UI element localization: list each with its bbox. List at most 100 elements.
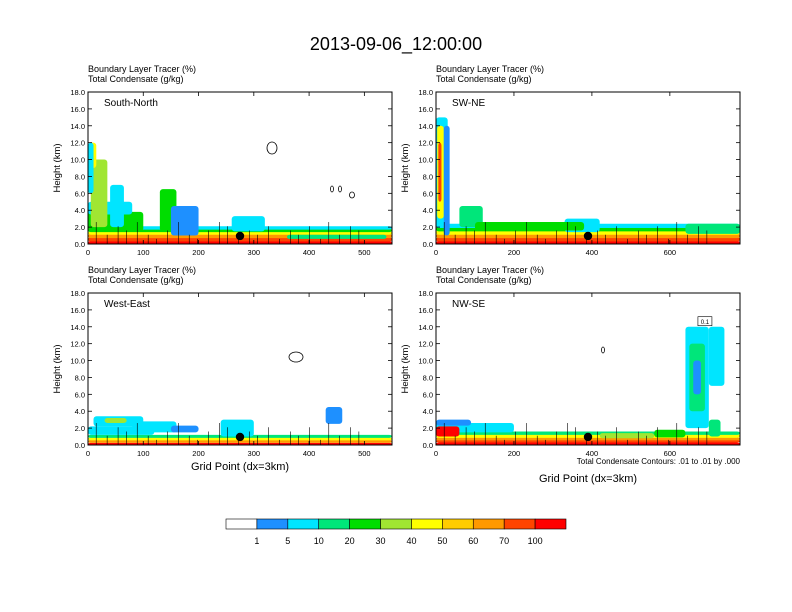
panel-subtitle-line2: Total Condensate (g/kg) — [88, 275, 184, 285]
y-axis-label: Height (km) — [400, 344, 411, 393]
colorbar-label: 5 — [285, 536, 290, 546]
y-tick-label: 4.0 — [75, 407, 85, 416]
y-tick-label: 6.0 — [75, 189, 85, 198]
colorbar-swatch — [318, 518, 350, 530]
field-area — [599, 433, 655, 439]
panel-label: NW-SE — [452, 299, 485, 310]
colorbar-swatch — [503, 518, 536, 530]
contour-outline — [338, 185, 342, 193]
x-tick-label: 0 — [434, 449, 438, 458]
y-tick-label: 16.0 — [418, 105, 433, 114]
colorbar-label: 20 — [345, 536, 355, 546]
field-area — [170, 425, 199, 433]
x-tick-label: 400 — [303, 449, 316, 458]
y-axis-label: Height (km) — [400, 143, 411, 192]
field-area — [88, 439, 392, 443]
y-tick-label: 14.0 — [418, 122, 433, 131]
field-shading — [88, 142, 392, 244]
plot-frame — [435, 292, 741, 446]
x-axis-label-right: Grid Point (dx=3km) — [539, 473, 637, 485]
field-area — [110, 184, 124, 228]
y-axis-label: Height (km) — [52, 143, 63, 192]
x-tick-label: 0 — [86, 449, 90, 458]
y-tick-label: 18.0 — [70, 289, 85, 298]
figure-title: 2013-09-06_12:00:00 — [310, 34, 482, 55]
field-area — [436, 442, 740, 445]
field-area — [104, 417, 127, 424]
x-tick-label: 0 — [86, 248, 90, 257]
annotation-box — [697, 316, 713, 327]
panel-label: SW-NE — [452, 98, 485, 109]
field-area — [170, 206, 199, 236]
colorbar-swatch — [287, 518, 320, 530]
colorbar-label: 60 — [468, 536, 478, 546]
x-tick-label: 500 — [358, 449, 371, 458]
y-tick-label: 12.0 — [70, 139, 85, 148]
field-area — [90, 159, 108, 228]
site-marker — [583, 231, 593, 241]
panel-subtitle-line1: Boundary Layer Tracer (%) — [88, 64, 196, 74]
y-tick-label: 8.0 — [75, 373, 85, 382]
field-area — [286, 234, 387, 239]
field-shading — [436, 326, 740, 445]
colorbar-swatch — [256, 518, 289, 530]
y-axis-label: Height (km) — [52, 344, 63, 393]
contour-note: Total Condensate Contours: .01 to .01 by… — [577, 457, 741, 466]
y-tick-label: 0.0 — [423, 240, 433, 249]
field-area — [220, 419, 254, 437]
panel-subtitle-line2: Total Condensate (g/kg) — [436, 74, 532, 84]
y-tick-label: 14.0 — [418, 323, 433, 332]
site-marker — [583, 432, 593, 442]
panel-west-east: Boundary Layer Tracer (%)Total Condensat… — [52, 265, 393, 458]
y-tick-label: 6.0 — [75, 390, 85, 399]
y-tick-label: 18.0 — [70, 88, 85, 97]
field-area — [436, 439, 740, 443]
colorbar: 1 5 10 20 30 40 50 60 70 100 — [225, 518, 567, 546]
y-tick-label: 6.0 — [423, 390, 433, 399]
x-tick-label: 300 — [248, 248, 261, 257]
colorbar-swatch — [472, 518, 505, 530]
y-tick-label: 12.0 — [70, 340, 85, 349]
contour-outline — [601, 346, 605, 354]
y-tick-label: 2.0 — [75, 223, 85, 232]
colorbar-swatch — [534, 518, 567, 530]
colorbar-label: 10 — [314, 536, 324, 546]
x-tick-label: 100 — [137, 248, 150, 257]
x-tick-label: 500 — [358, 248, 371, 257]
annotation-label: 0.1 — [701, 320, 710, 326]
colorbar-swatch — [442, 518, 474, 530]
plot-frame — [435, 91, 741, 245]
y-tick-label: 12.0 — [418, 139, 433, 148]
panels: Boundary Layer Tracer (%) Total Condensat… — [52, 64, 741, 458]
x-tick-label: 200 — [192, 449, 205, 458]
x-tick-label: 400 — [303, 248, 316, 257]
field-shading — [436, 117, 740, 244]
colorbar-label: 30 — [376, 536, 386, 546]
field-area — [132, 421, 177, 433]
x-tick-label: 300 — [248, 449, 261, 458]
y-tick-label: 10.0 — [418, 357, 433, 366]
field-area — [88, 142, 94, 194]
plot-frame — [87, 292, 393, 446]
contour-outline — [349, 191, 355, 199]
y-tick-label: 2.0 — [423, 424, 433, 433]
x-tick-label: 400 — [586, 248, 599, 257]
field-area — [459, 206, 483, 228]
field-area — [88, 442, 392, 445]
field-area — [436, 419, 472, 426]
colorbar-label: 100 — [528, 536, 543, 546]
field-area — [693, 360, 702, 395]
field-area — [708, 419, 721, 437]
colorbar-swatch — [225, 518, 258, 530]
colorbar-label: 40 — [406, 536, 416, 546]
panel-nw-se: Boundary Layer Tracer (%)Total Condensat… — [400, 265, 741, 458]
panel-subtitle-line1: Boundary Layer Tracer (%) — [436, 265, 544, 275]
y-tick-label: 8.0 — [423, 373, 433, 382]
y-tick-label: 10.0 — [418, 156, 433, 165]
contour-outline — [330, 185, 334, 193]
y-tick-label: 4.0 — [423, 407, 433, 416]
x-tick-label: 200 — [508, 449, 521, 458]
field-area — [231, 216, 265, 232]
contour-outline — [266, 141, 278, 155]
